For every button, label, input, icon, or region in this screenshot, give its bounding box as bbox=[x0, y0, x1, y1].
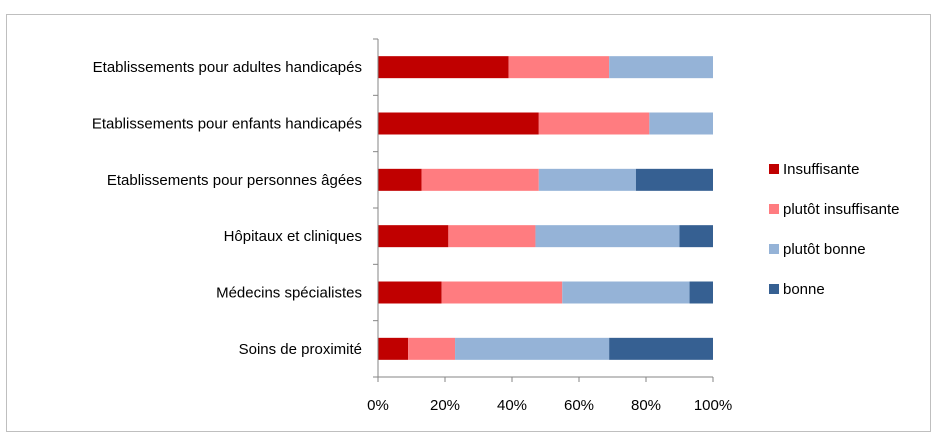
x-tick-label: 60% bbox=[564, 397, 594, 414]
bar-segment bbox=[421, 168, 539, 191]
bar-segment bbox=[408, 337, 456, 360]
bar-segment bbox=[378, 337, 409, 360]
category-label: Etablissements pour enfants handicapés bbox=[92, 116, 362, 133]
legend-label: Insuffisante bbox=[783, 161, 859, 178]
category-label: Etablissements pour personnes âgées bbox=[107, 172, 362, 189]
category-label: Hôpitaux et cliniques bbox=[224, 228, 362, 245]
legend-label: bonne bbox=[783, 281, 825, 298]
legend-label: plutôt insuffisante bbox=[783, 201, 899, 218]
bar-segment bbox=[441, 281, 563, 304]
bar-segment bbox=[538, 168, 636, 191]
bar-segment bbox=[455, 337, 610, 360]
legend: Insuffisante plutôt insuffisante plutôt bo… bbox=[769, 161, 899, 298]
bar-segment bbox=[689, 281, 713, 304]
x-tick-label: 40% bbox=[497, 397, 527, 414]
chart-frame bbox=[6, 14, 931, 432]
bar-segment bbox=[378, 225, 449, 248]
x-tick-label: 100% bbox=[694, 397, 732, 414]
category-label: Etablissements pour adultes handicapés bbox=[93, 59, 362, 76]
bar-segment bbox=[508, 56, 610, 79]
bar-segment bbox=[609, 56, 713, 79]
legend-swatch bbox=[769, 244, 779, 254]
legend-label: plutôt bonne bbox=[783, 241, 866, 258]
category-label: Soins de proximité bbox=[239, 341, 362, 358]
legend-swatch bbox=[769, 284, 779, 294]
bar-segment bbox=[448, 225, 536, 248]
legend-swatch bbox=[769, 204, 779, 214]
bar-segment bbox=[562, 281, 690, 304]
axes-layer: Etablissements pour adultes handicapés Et… bbox=[92, 38, 732, 414]
x-tick-label: 0% bbox=[367, 397, 389, 414]
bar-segment bbox=[635, 168, 713, 191]
bars-layer bbox=[378, 56, 713, 360]
bar-segment bbox=[679, 225, 713, 248]
bar-segment bbox=[378, 281, 442, 304]
bar-segment bbox=[378, 112, 539, 135]
bar-segment bbox=[378, 56, 509, 79]
bar-segment bbox=[378, 168, 422, 191]
bar-segment bbox=[538, 112, 650, 135]
legend-swatch bbox=[769, 164, 779, 174]
bar-segment bbox=[609, 337, 713, 360]
bar-segment bbox=[535, 225, 680, 248]
x-tick-label: 20% bbox=[430, 397, 460, 414]
x-tick-label: 80% bbox=[631, 397, 661, 414]
category-label: Médecins spécialistes bbox=[216, 285, 362, 302]
bar-segment bbox=[649, 112, 713, 135]
